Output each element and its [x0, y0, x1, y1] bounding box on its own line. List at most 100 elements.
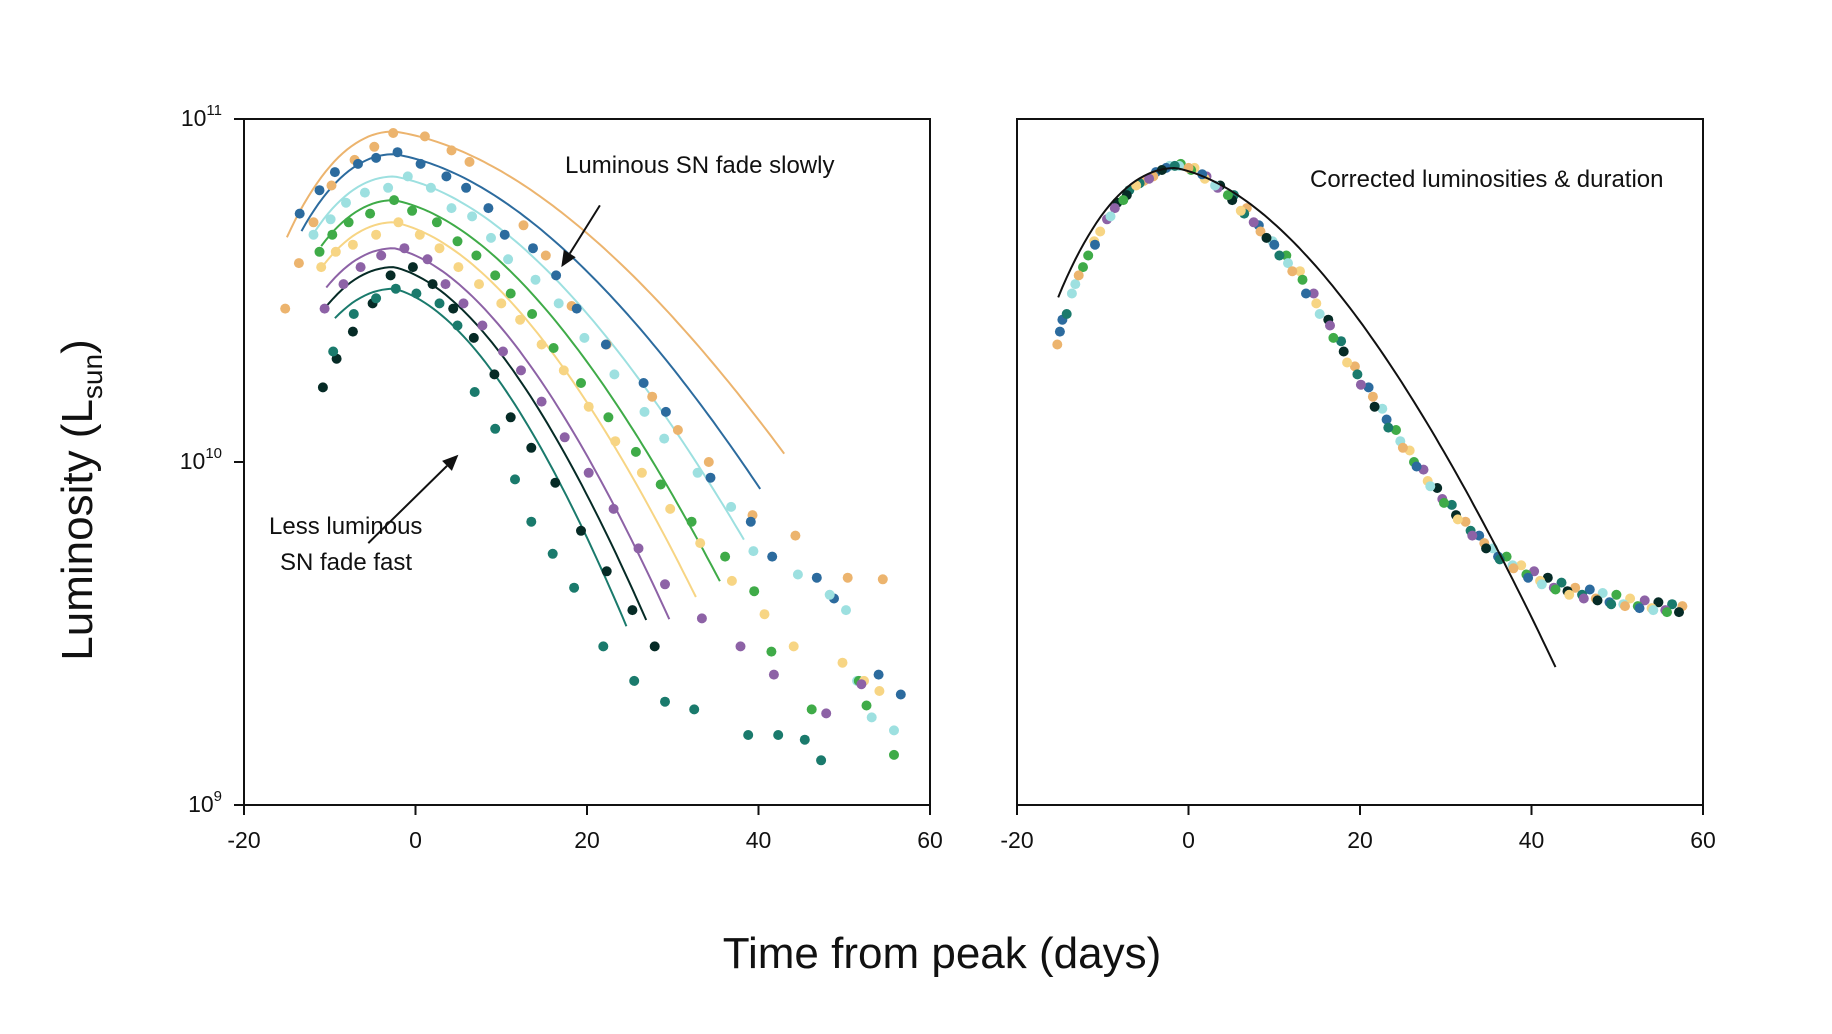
data-point: [638, 378, 649, 388]
data-point: [530, 274, 541, 285]
data-point: [720, 551, 731, 562]
data-point: [411, 288, 422, 299]
data-point: [547, 548, 558, 559]
right-plot-frame: [1016, 118, 1704, 806]
data-point: [749, 586, 760, 597]
data-point: [505, 288, 516, 299]
data-point: [483, 203, 494, 214]
data-point: [703, 457, 714, 467]
data-point: [743, 730, 754, 740]
data-point: [837, 657, 848, 668]
data-point: [856, 679, 867, 690]
fit-curve-4: [322, 221, 697, 598]
data-point: [489, 369, 500, 380]
data-point: [280, 303, 291, 314]
data-point: [1620, 601, 1630, 612]
data-point: [1508, 563, 1519, 574]
data-point: [469, 387, 480, 397]
data-point: [422, 254, 433, 265]
data-point: [427, 279, 438, 290]
data-point: [1349, 361, 1360, 372]
data-point: [583, 401, 594, 412]
data-point: [314, 246, 325, 257]
data-point: [341, 197, 351, 208]
data-point: [601, 566, 612, 577]
data-point: [889, 749, 899, 760]
data-point: [536, 396, 547, 407]
data-point: [1287, 266, 1298, 277]
data-point: [583, 467, 594, 478]
data-point: [1083, 250, 1094, 261]
data-point: [477, 320, 488, 331]
data-point: [518, 220, 529, 231]
data-point: [559, 432, 570, 443]
data-point: [1118, 195, 1129, 206]
data-point: [1269, 239, 1280, 250]
data-point: [326, 180, 337, 191]
data-point: [767, 551, 778, 562]
data-point: [434, 298, 445, 309]
data-point: [759, 609, 770, 620]
data-point: [603, 412, 614, 423]
data-point: [1542, 572, 1553, 583]
fit-curve-3: [320, 199, 721, 582]
data-point: [338, 279, 349, 290]
data-point: [505, 412, 516, 423]
data-point: [527, 309, 538, 319]
data-point: [768, 669, 779, 680]
left-x-ticks: -20 0 20 40 60: [227, 805, 943, 853]
data-point: [1674, 607, 1684, 618]
annotation-luminous-arrow: [568, 204, 601, 255]
data-point: [330, 246, 341, 257]
data-point: [490, 270, 501, 281]
data-point: [1639, 595, 1650, 606]
data-point: [434, 243, 445, 254]
data-point: [1295, 266, 1305, 277]
data-point: [1584, 584, 1595, 595]
data-point: [1460, 516, 1471, 527]
data-point: [788, 641, 799, 652]
data-point: [895, 689, 906, 700]
data-point: [536, 339, 547, 350]
data-point: [425, 182, 436, 193]
data-point: [294, 208, 305, 219]
data-point: [355, 262, 366, 273]
data-point: [448, 303, 459, 314]
data-point: [553, 298, 564, 309]
x-tick-label: 60: [917, 827, 943, 853]
data-point: [569, 582, 580, 593]
annotation-less-luminous-line2: SN fade fast: [280, 549, 412, 576]
y-axis-title: Luminosity (Lsun): [53, 339, 108, 660]
data-point: [639, 406, 650, 417]
data-point: [328, 346, 339, 357]
data-point: [655, 479, 666, 490]
data-point: [499, 229, 510, 240]
data-point: [1550, 584, 1561, 595]
data-point: [1235, 205, 1246, 216]
data-point: [1255, 226, 1266, 237]
x-tick-label: 40: [746, 827, 772, 853]
data-point: [510, 474, 520, 485]
data-point: [446, 203, 457, 214]
data-point: [1314, 309, 1325, 319]
data-point: [866, 712, 877, 723]
data-point: [1439, 497, 1449, 508]
data-point: [1261, 232, 1272, 243]
data-point: [371, 152, 382, 163]
data-point: [1297, 274, 1308, 285]
data-point: [873, 669, 884, 680]
data-point: [327, 229, 338, 240]
data-point: [1536, 579, 1547, 590]
data-point: [1411, 461, 1422, 472]
data-point: [467, 211, 478, 222]
data-point: [329, 167, 340, 178]
data-point: [630, 446, 641, 457]
data-point: [874, 686, 885, 696]
data-point: [526, 442, 537, 453]
data-point: [726, 501, 737, 512]
data-point: [649, 641, 660, 652]
x-tick-label: 0: [409, 827, 422, 853]
data-point: [453, 262, 464, 273]
data-point: [799, 734, 810, 745]
data-point: [550, 477, 561, 488]
